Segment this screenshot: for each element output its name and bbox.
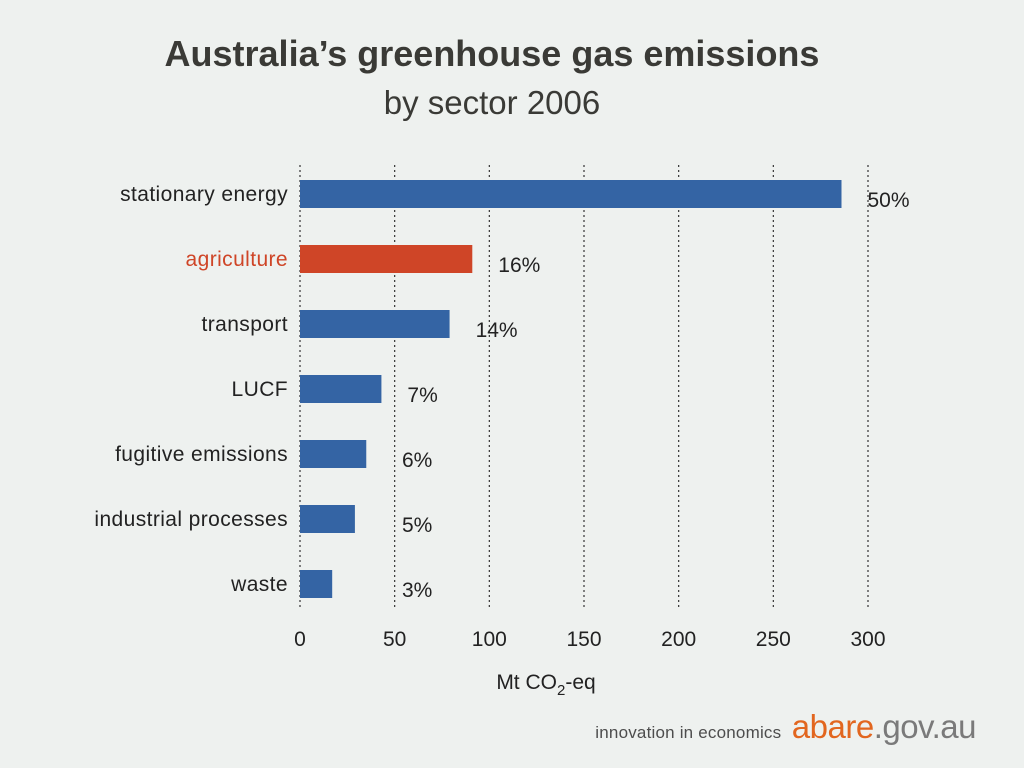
bar-LUCF xyxy=(300,375,382,403)
chart-title: Australia’s greenhouse gas emissions xyxy=(165,33,820,74)
footer-brand: abare xyxy=(791,708,874,745)
category-label: fugitive emissions xyxy=(115,443,288,466)
bar-industrial-processes xyxy=(300,505,355,533)
bar-layer xyxy=(300,180,842,598)
bar-stationary-energy xyxy=(300,180,842,208)
x-tick-label: 50 xyxy=(383,628,406,651)
grid-layer xyxy=(299,165,869,610)
x-axis-title-sub: 2 xyxy=(557,682,565,699)
category-label: waste xyxy=(230,573,288,596)
category-label: LUCF xyxy=(232,378,288,401)
x-axis-title: Mt CO2-eq xyxy=(496,671,595,699)
footer-domain: .gov.au xyxy=(873,708,977,745)
percent-label: 16% xyxy=(498,254,540,277)
category-label: transport xyxy=(202,313,288,336)
bar-transport xyxy=(300,310,450,338)
category-label: industrial processes xyxy=(94,508,288,531)
label-layer: stationary energy 50% agriculture 16% transp… xyxy=(94,183,909,602)
x-axis-title-suffix: -eq xyxy=(565,671,595,694)
footer-branding: innovation in economics abare.gov.au xyxy=(595,708,976,746)
x-tick-label: 150 xyxy=(566,628,601,651)
category-label: stationary energy xyxy=(120,183,288,206)
bar-fugitive-emissions xyxy=(300,440,367,468)
bar-waste xyxy=(300,570,333,598)
x-tick-label: 0 xyxy=(294,628,306,651)
x-tick-label: 100 xyxy=(472,628,507,651)
percent-label: 50% xyxy=(867,189,909,212)
percent-label: 7% xyxy=(407,384,437,407)
category-label: agriculture xyxy=(186,248,288,271)
tick-layer: 0 50 100 150 200 250 300 xyxy=(294,628,885,651)
x-tick-label: 200 xyxy=(661,628,696,651)
bar-agriculture xyxy=(300,245,473,273)
chart-subtitle: by sector 2006 xyxy=(384,84,600,121)
percent-label: 6% xyxy=(402,449,432,472)
x-tick-label: 250 xyxy=(756,628,791,651)
percent-label: 14% xyxy=(476,319,518,342)
percent-label: 5% xyxy=(402,514,432,537)
percent-label: 3% xyxy=(402,579,432,602)
x-tick-label: 300 xyxy=(850,628,885,651)
footer-tagline: innovation in economics xyxy=(595,723,782,742)
x-axis-title-main: Mt CO xyxy=(496,671,557,694)
